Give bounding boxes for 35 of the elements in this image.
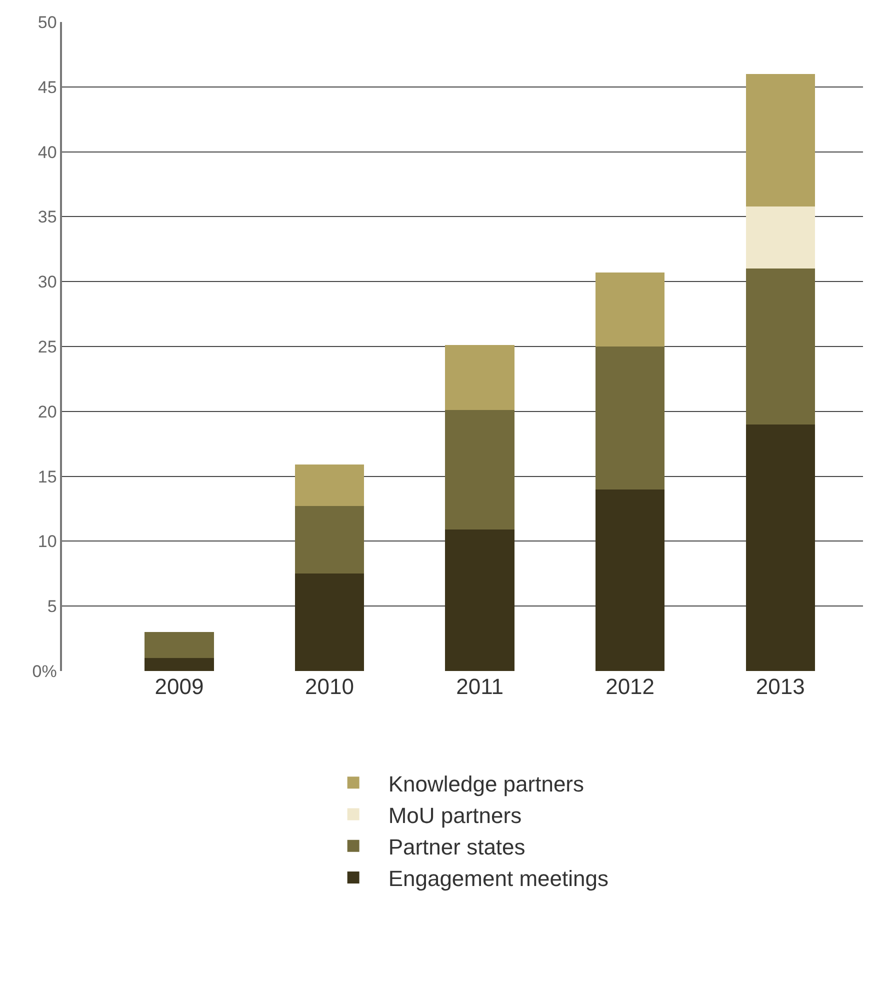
y-tick-label: 30 xyxy=(38,272,57,292)
x-tick-label: 2010 xyxy=(305,674,354,699)
bar xyxy=(445,410,514,530)
bar xyxy=(294,506,364,574)
y-tick-label: 15 xyxy=(38,467,57,486)
y-tick-label: 0% xyxy=(32,662,57,681)
bar xyxy=(445,345,514,410)
bar xyxy=(746,74,815,206)
legend-label: Knowledge partners xyxy=(388,771,584,796)
bar xyxy=(596,346,665,490)
legend-label: MoU partners xyxy=(388,802,522,828)
y-tick-label: 45 xyxy=(38,78,57,97)
y-tick-label: 20 xyxy=(38,402,57,422)
x-tick-label: 2009 xyxy=(154,674,204,699)
bar xyxy=(144,658,214,671)
x-tick-label: 2012 xyxy=(606,674,655,699)
bar xyxy=(294,464,364,506)
bar xyxy=(746,206,815,269)
bar xyxy=(746,268,815,424)
legend-label: Engagement meetings xyxy=(388,866,608,892)
y-tick-label: 40 xyxy=(38,142,57,162)
bar xyxy=(746,424,815,671)
x-tick-label: 2013 xyxy=(756,674,805,699)
y-tick-label: 50 xyxy=(38,12,57,32)
legend-label: Partner states xyxy=(388,834,526,860)
bar xyxy=(294,574,364,671)
bar xyxy=(596,489,665,671)
y-tick-label: 10 xyxy=(38,532,57,552)
bar xyxy=(596,272,665,346)
y-tick-label: 5 xyxy=(47,597,57,616)
y-tick-label: 35 xyxy=(38,208,57,227)
x-tick-label: 2011 xyxy=(456,674,504,699)
bar xyxy=(144,632,214,658)
y-tick-label: 25 xyxy=(38,337,57,356)
bar xyxy=(445,530,514,671)
